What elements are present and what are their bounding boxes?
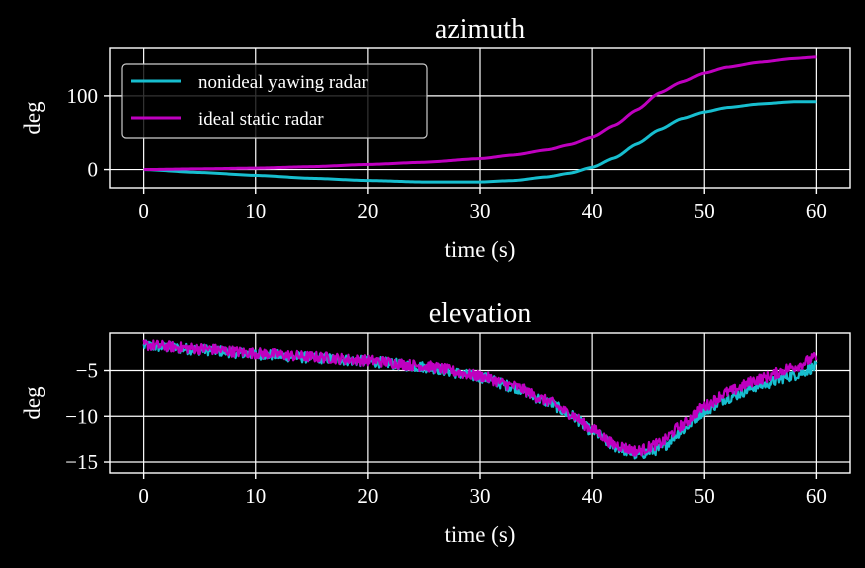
legend-label-ideal: ideal static radar xyxy=(198,109,324,130)
x-tick-label: 10 xyxy=(245,199,266,223)
series-line-ideal xyxy=(142,339,818,457)
elevation-x-tick-labels: 0 10 20 30 40 50 60 xyxy=(138,484,826,508)
series-line-nonideal xyxy=(143,100,817,184)
elevation-title: elevation xyxy=(429,298,532,329)
series-line-ideal xyxy=(143,55,817,172)
azimuth-y-axis-label: deg xyxy=(20,101,45,135)
azimuth-x-tick-labels: 0 10 20 30 40 50 60 xyxy=(138,199,826,223)
azimuth-y-tick-labels: 0 100 xyxy=(67,84,99,182)
x-tick-label: 60 xyxy=(806,199,827,223)
elevation-ticks xyxy=(104,369,818,479)
y-tick-label: −5 xyxy=(76,359,98,383)
azimuth-ticks xyxy=(104,95,818,194)
x-tick-label: 10 xyxy=(245,484,266,508)
legend-label-nonideal: nonideal yawing radar xyxy=(198,72,369,93)
azimuth-title: azimuth xyxy=(435,14,525,45)
azimuth-lines xyxy=(143,55,817,184)
x-tick-label: 30 xyxy=(470,484,491,508)
x-tick-label: 50 xyxy=(694,199,715,223)
azimuth-x-axis-label: time (s) xyxy=(445,237,516,262)
elevation-axes: 0 10 20 30 40 50 60 −5 −10 −15 elevation time (s… xyxy=(20,298,851,547)
x-tick-label: 20 xyxy=(357,484,378,508)
x-tick-label: 20 xyxy=(357,199,378,223)
x-tick-label: 40 xyxy=(582,199,603,223)
x-tick-label: 30 xyxy=(470,199,491,223)
azimuth-legend: nonideal yawing radar ideal static radar xyxy=(121,63,428,139)
elevation-lines xyxy=(142,339,818,460)
elevation-x-axis-label: time (s) xyxy=(445,522,516,547)
y-tick-label: −15 xyxy=(65,450,98,474)
legend-frame xyxy=(121,63,428,139)
y-tick-label: 0 xyxy=(88,158,99,182)
x-tick-label: 50 xyxy=(694,484,715,508)
x-tick-label: 40 xyxy=(582,484,603,508)
elevation-y-axis-label: deg xyxy=(20,386,45,420)
elevation-y-tick-labels: −5 −10 −15 xyxy=(65,359,98,475)
elevation-grid xyxy=(110,333,850,473)
y-tick-label: −10 xyxy=(65,404,98,428)
x-tick-label: 0 xyxy=(138,199,149,223)
x-tick-label: 0 xyxy=(138,484,149,508)
x-tick-label: 60 xyxy=(806,484,827,508)
y-tick-label: 100 xyxy=(67,84,99,108)
